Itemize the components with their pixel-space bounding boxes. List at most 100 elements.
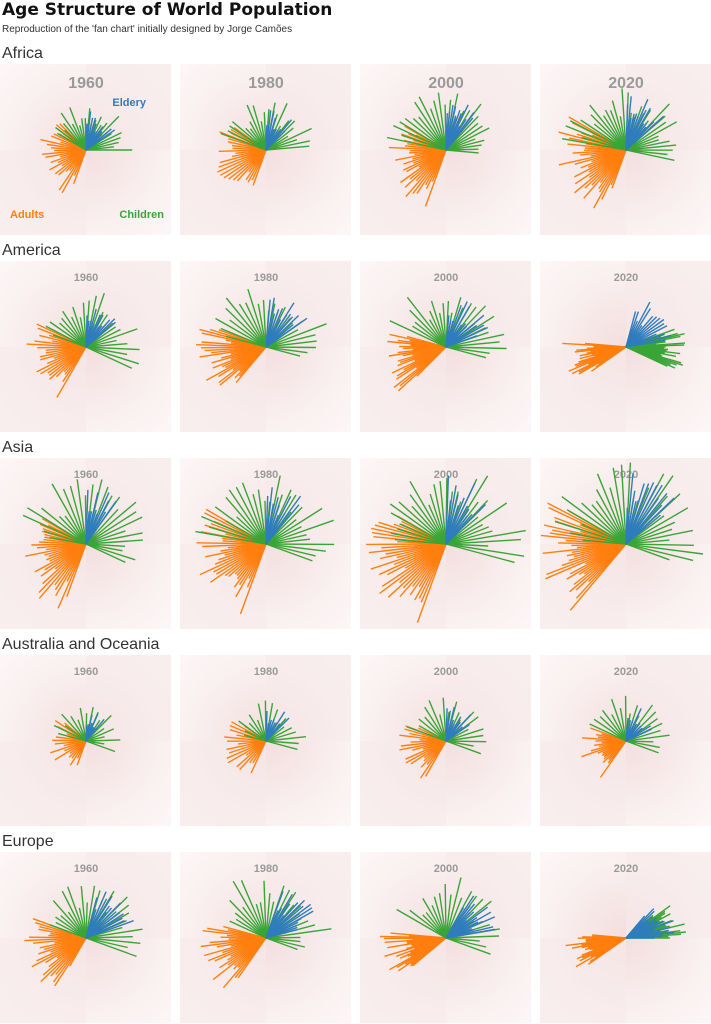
- children-line: [604, 109, 627, 151]
- children-line: [625, 121, 678, 151]
- children-line: [229, 319, 267, 348]
- children-line: [554, 520, 627, 545]
- children-line: [265, 334, 316, 348]
- adults-line: [416, 543, 447, 623]
- children-line: [225, 307, 267, 348]
- year-label: 2020: [614, 272, 638, 284]
- elderly-line: [85, 489, 89, 545]
- elderly-line: [625, 485, 658, 545]
- children-line: [561, 138, 627, 151]
- children-line: [85, 885, 96, 939]
- children-line: [439, 481, 447, 545]
- children-line: [265, 329, 299, 348]
- children-line: [625, 144, 677, 151]
- adults-line: [424, 740, 447, 777]
- children-line: [406, 296, 447, 348]
- children-line: [257, 489, 267, 545]
- year-label: 1980: [254, 272, 278, 284]
- page-title: Age Structure of World Population: [2, 0, 333, 20]
- children-line: [238, 720, 267, 742]
- children-line: [625, 740, 660, 749]
- elderly-line: [625, 717, 629, 742]
- fan-panel: 1980: [180, 64, 351, 235]
- children-line: [232, 880, 267, 939]
- children-line: [418, 718, 447, 742]
- children-line: [445, 502, 508, 545]
- children-line: [49, 321, 87, 348]
- elderly-line: [265, 125, 268, 151]
- children-line: [581, 136, 627, 151]
- children-line: [418, 725, 447, 742]
- year-label: 1960: [74, 272, 98, 284]
- adults-line: [587, 937, 627, 965]
- year-label: 2020: [608, 75, 644, 92]
- children-line: [431, 905, 447, 939]
- region-title: America: [2, 242, 61, 259]
- fan-chart: 2020: [540, 458, 711, 629]
- children-line: [80, 886, 87, 939]
- year-label: 2000: [434, 272, 458, 284]
- children-line: [437, 92, 447, 151]
- children-line: [445, 740, 487, 743]
- year-label: 1960: [68, 75, 104, 92]
- children-line: [625, 543, 694, 546]
- children-line: [85, 346, 128, 356]
- fan-chart: 2000: [360, 655, 531, 826]
- children-line: [85, 936, 133, 939]
- elderly-line: [445, 482, 476, 545]
- children-line: [85, 501, 137, 545]
- elderly-line: [445, 907, 465, 939]
- children-line: [593, 123, 627, 151]
- children-line: [85, 937, 128, 949]
- children-line: [41, 507, 87, 545]
- children-line: [625, 543, 694, 562]
- children-line: [445, 341, 500, 348]
- children-line: [445, 125, 483, 151]
- children-line: [429, 310, 447, 348]
- children-line: [64, 515, 87, 545]
- children-line: [265, 526, 302, 545]
- children-line: [625, 149, 668, 156]
- year-label: 1980: [254, 666, 278, 678]
- adults-line: [217, 149, 267, 173]
- children-line: [596, 473, 627, 545]
- adults-line: [424, 149, 447, 207]
- children-line: [625, 528, 673, 545]
- children-line: [252, 494, 267, 545]
- elderly-line: [625, 104, 629, 151]
- children-line: [265, 340, 317, 348]
- children-line: [241, 482, 267, 545]
- children-line: [231, 121, 267, 151]
- children-line: [22, 514, 87, 545]
- children-line: [566, 509, 627, 545]
- children-line: [265, 727, 293, 742]
- children-line: [85, 543, 136, 561]
- children-line: [69, 107, 87, 151]
- children-line: [445, 346, 487, 359]
- region-title: Australia and Oceania: [2, 636, 160, 653]
- fan-panel: 2000: [360, 458, 531, 629]
- year-label: 2020: [614, 666, 638, 678]
- children-line: [85, 346, 133, 369]
- elderly-line: [85, 123, 88, 151]
- children-line: [418, 116, 447, 151]
- children-line: [248, 722, 267, 742]
- adults-line: [611, 149, 627, 189]
- children-line: [62, 310, 87, 348]
- adults-line: [599, 740, 627, 778]
- children-line: [262, 299, 267, 348]
- children-line: [70, 316, 87, 348]
- fan-panel: 1980: [180, 655, 351, 826]
- fan-chart: 1960: [0, 852, 171, 1023]
- children-line: [595, 489, 627, 545]
- children-line: [85, 346, 140, 365]
- children-line: [214, 506, 267, 545]
- children-line: [85, 343, 128, 348]
- year-label: 1960: [74, 863, 98, 875]
- children-line: [76, 479, 87, 545]
- quadrant-shade: [360, 938, 446, 1023]
- children-line: [248, 714, 267, 742]
- legend-adults: Adults: [10, 209, 44, 221]
- children-line: [79, 707, 87, 742]
- fan-panel: 1960: [0, 655, 171, 826]
